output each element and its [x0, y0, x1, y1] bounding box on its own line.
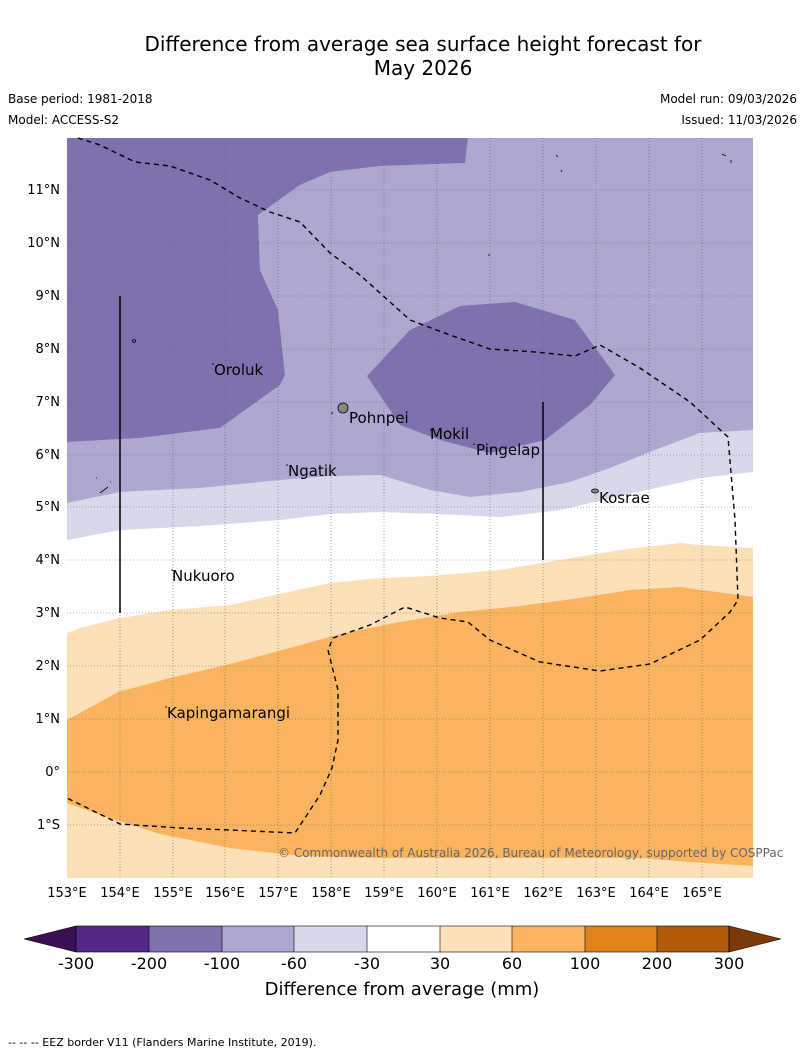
label-kapingamarangi: Kapingamarangi — [167, 704, 290, 722]
lon-label: 162°E — [523, 886, 563, 901]
region-minus-30-60 — [67, 430, 753, 540]
region-60-100 — [67, 587, 753, 866]
lat-label: 2°N — [36, 659, 61, 674]
colorbar-tick: 100 — [570, 954, 601, 973]
colorbar-tick: 200 — [642, 954, 673, 973]
lat-label: 0° — [45, 765, 60, 780]
boundary-lines — [119, 296, 544, 613]
lat-label: 7°N — [36, 395, 61, 410]
colorbar-swatch — [367, 926, 440, 952]
colorbar-swatch — [657, 926, 729, 952]
islet-group-west — [96, 477, 111, 494]
label-pohnpei: Pohnpei — [349, 409, 409, 427]
lon-label: 159°E — [364, 886, 404, 901]
eez-footnote: -- -- -- EEZ border V11 (Flanders Marine… — [8, 1036, 317, 1049]
lon-label: 153°E — [47, 886, 87, 901]
map-credit: © Commonwealth of Australia 2026, Bureau… — [278, 846, 783, 860]
colorbar-ticks: -300 -200 -100 -60 -30 30 60 100 200 300 — [58, 954, 744, 973]
colorbar-swatch — [585, 926, 657, 952]
model-name: Model: ACCESS-S2 — [8, 113, 120, 127]
lon-label: 161°E — [470, 886, 510, 901]
lon-label: 154°E — [100, 886, 140, 901]
islet-group-north — [488, 153, 732, 256]
colorbar-outline — [75, 925, 730, 953]
forecast-map: Oroluk Pohnpei Mokil Pingelap Ngatik Kos… — [27, 137, 783, 901]
lat-label: 9°N — [36, 289, 61, 304]
lat-label: 6°N — [36, 448, 61, 463]
lat-label: 10°N — [27, 236, 60, 251]
lon-label: 163°E — [576, 886, 616, 901]
lat-label: 4°N — [36, 553, 61, 568]
title-line-1: Difference from average sea surface heig… — [144, 32, 702, 56]
colorbar-swatch — [512, 926, 585, 952]
label-kosrae: Kosrae — [599, 489, 650, 507]
lat-label: 1°S — [37, 818, 60, 833]
colorbar-tick: -300 — [58, 954, 94, 973]
label-mokil: Mokil — [430, 425, 469, 443]
colorbar-tick: -30 — [354, 954, 380, 973]
colorbar-swatch — [149, 926, 222, 952]
lon-label: 157°E — [258, 886, 298, 901]
label-oroluk: Oroluk — [214, 361, 263, 379]
place-labels: Oroluk Pohnpei Mokil Pingelap Ngatik Kos… — [167, 361, 650, 722]
colorbar-tick: -200 — [131, 954, 167, 973]
lat-label: 11°N — [27, 183, 60, 198]
colorbar-arrow-high — [728, 925, 782, 953]
kosrae-island — [591, 488, 599, 494]
region-minus-100-200-west — [67, 138, 468, 442]
lat-label: 1°N — [36, 712, 61, 727]
eez-border — [66, 137, 739, 834]
lat-label: 3°N — [36, 606, 61, 621]
base-period: Base period: 1981-2018 — [8, 92, 153, 106]
colorbar-tick: 30 — [430, 954, 450, 973]
lon-label: 158°E — [311, 886, 351, 901]
map-fill-layers — [67, 138, 753, 878]
chart-title: Difference from average sea surface heig… — [0, 32, 804, 80]
lon-label: 156°E — [205, 886, 245, 901]
islands — [96, 153, 732, 494]
pohnpei-island — [337, 402, 349, 414]
colorbar-swatch — [294, 926, 367, 952]
colorbar-title: Difference from average (mm) — [265, 979, 540, 1000]
colorbar-tick: 300 — [714, 954, 745, 973]
colorbar-tick: -100 — [204, 954, 240, 973]
colorbar-tick: 60 — [502, 954, 522, 973]
title-line-2: May 2026 — [373, 56, 473, 80]
lat-axis-labels: 11°N 10°N 9°N 8°N 7°N 6°N 5°N 4°N 3°N 2°… — [27, 183, 60, 833]
label-nukuoro: Nukuoro — [172, 567, 235, 585]
place-markers — [165, 363, 475, 708]
colorbar-arrow-low — [23, 925, 77, 953]
colorbar-tick: -60 — [281, 954, 307, 973]
lon-label: 155°E — [153, 886, 193, 901]
lat-label: 5°N — [36, 500, 61, 515]
model-run: Model run: 09/03/2026 — [659, 92, 797, 106]
colorbar-swatch — [76, 926, 149, 952]
lon-label: 165°E — [682, 886, 722, 901]
issued-date: Issued: 11/03/2026 — [681, 113, 797, 127]
region-neutral — [67, 472, 753, 633]
lon-label: 160°E — [417, 886, 457, 901]
colorbar-swatch — [440, 926, 512, 952]
islet — [131, 339, 136, 343]
colorbar-swatch — [222, 926, 294, 952]
label-pingelap: Pingelap — [476, 441, 540, 459]
lat-label: 8°N — [36, 342, 61, 357]
lon-axis-labels: 153°E 154°E 155°E 156°E 157°E 158°E 159°… — [47, 886, 722, 901]
islet-near-pohnpei — [330, 411, 334, 415]
region-minus-100-200-east — [367, 302, 615, 453]
lon-label: 164°E — [629, 886, 669, 901]
colorbar: -300 -200 -100 -60 -30 30 60 100 200 300… — [23, 925, 782, 1000]
label-ngatik: Ngatik — [288, 462, 337, 480]
